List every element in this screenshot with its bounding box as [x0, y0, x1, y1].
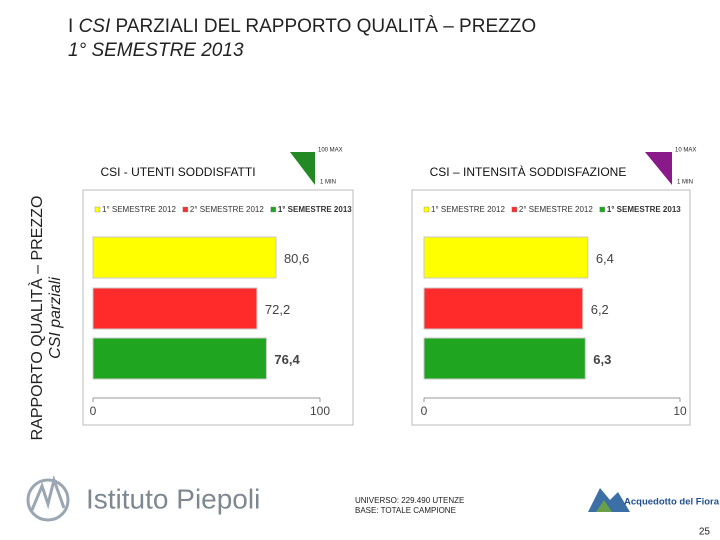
title-part: I: [68, 16, 73, 37]
chart-title: CSI - UTENTI SODDISFATTI: [100, 165, 255, 179]
scale-triangle: [290, 152, 315, 185]
base: BASE: TOTALE CAMPIONE: [355, 506, 456, 515]
legend-swatch: [94, 206, 101, 213]
side-title: RAPPORTO QUALITÀ – PREZZO: [27, 196, 46, 441]
value-label: 6,2: [591, 302, 609, 317]
x-tick-label: 10: [673, 404, 687, 418]
title-part: PARZIALI DEL RAPPORTO QUALITÀ – PREZZO: [116, 16, 537, 37]
legend-swatch: [423, 206, 430, 213]
legend-label: 1° SEMESTRE 2012: [431, 205, 505, 214]
value-label: 80,6: [284, 251, 309, 266]
bar: [423, 236, 589, 279]
scale-min: 1 MIN: [677, 180, 693, 186]
legend-swatch: [182, 206, 189, 213]
bar: [92, 236, 277, 279]
slide-title-line1: I CSI PARZIALI DEL RAPPORTO QUALITÀ – PR…: [68, 16, 536, 37]
x-tick-label: 0: [421, 404, 428, 418]
scale-triangle: [645, 152, 672, 185]
legend-swatch: [270, 206, 277, 213]
x-tick-label: 0: [90, 404, 97, 418]
legend-swatch: [511, 206, 518, 213]
slide-title-line2: 1° SEMESTRE 2013: [68, 40, 244, 61]
page-number: 25: [699, 527, 711, 538]
logo-right: Acquedotto del Fiora: [588, 488, 720, 512]
legend-label: 2° SEMESTRE 2012: [190, 205, 264, 214]
value-label: 6,3: [593, 352, 611, 367]
side-subtitle: CSI parziali: [47, 277, 64, 359]
legend-label: 2° SEMESTRE 2012: [519, 205, 593, 214]
logo-left: Istituto Piepoli: [26, 474, 260, 522]
legend-label: 1° SEMESTRE 2012: [102, 205, 176, 214]
legend-label: 1° SEMESTRE 2013: [607, 205, 681, 214]
chart-title: CSI – INTENSITÀ SODDISFAZIONE: [430, 164, 627, 179]
value-label: 72,2: [265, 302, 290, 317]
bar: [423, 287, 584, 330]
title-part: CSI: [79, 16, 111, 37]
logo-text: Acquedotto del Fiora: [624, 497, 720, 508]
scale-max: 100 MAX: [318, 148, 343, 154]
scale-min: 1 MIN: [320, 180, 336, 186]
value-label: 6,4: [596, 251, 614, 266]
logo-text: Istituto Piepoli: [86, 483, 260, 514]
x-tick-label: 100: [310, 404, 330, 418]
bar: [92, 287, 258, 330]
legend-label: 1° SEMESTRE 2013: [278, 205, 352, 214]
universe: UNIVERSO: 229.490 UTENZE: [355, 496, 464, 505]
value-label: 76,4: [274, 352, 300, 367]
bar: [423, 337, 586, 380]
scale-max: 10 MAX: [675, 148, 696, 154]
bar: [92, 337, 267, 380]
legend-swatch: [599, 206, 606, 213]
